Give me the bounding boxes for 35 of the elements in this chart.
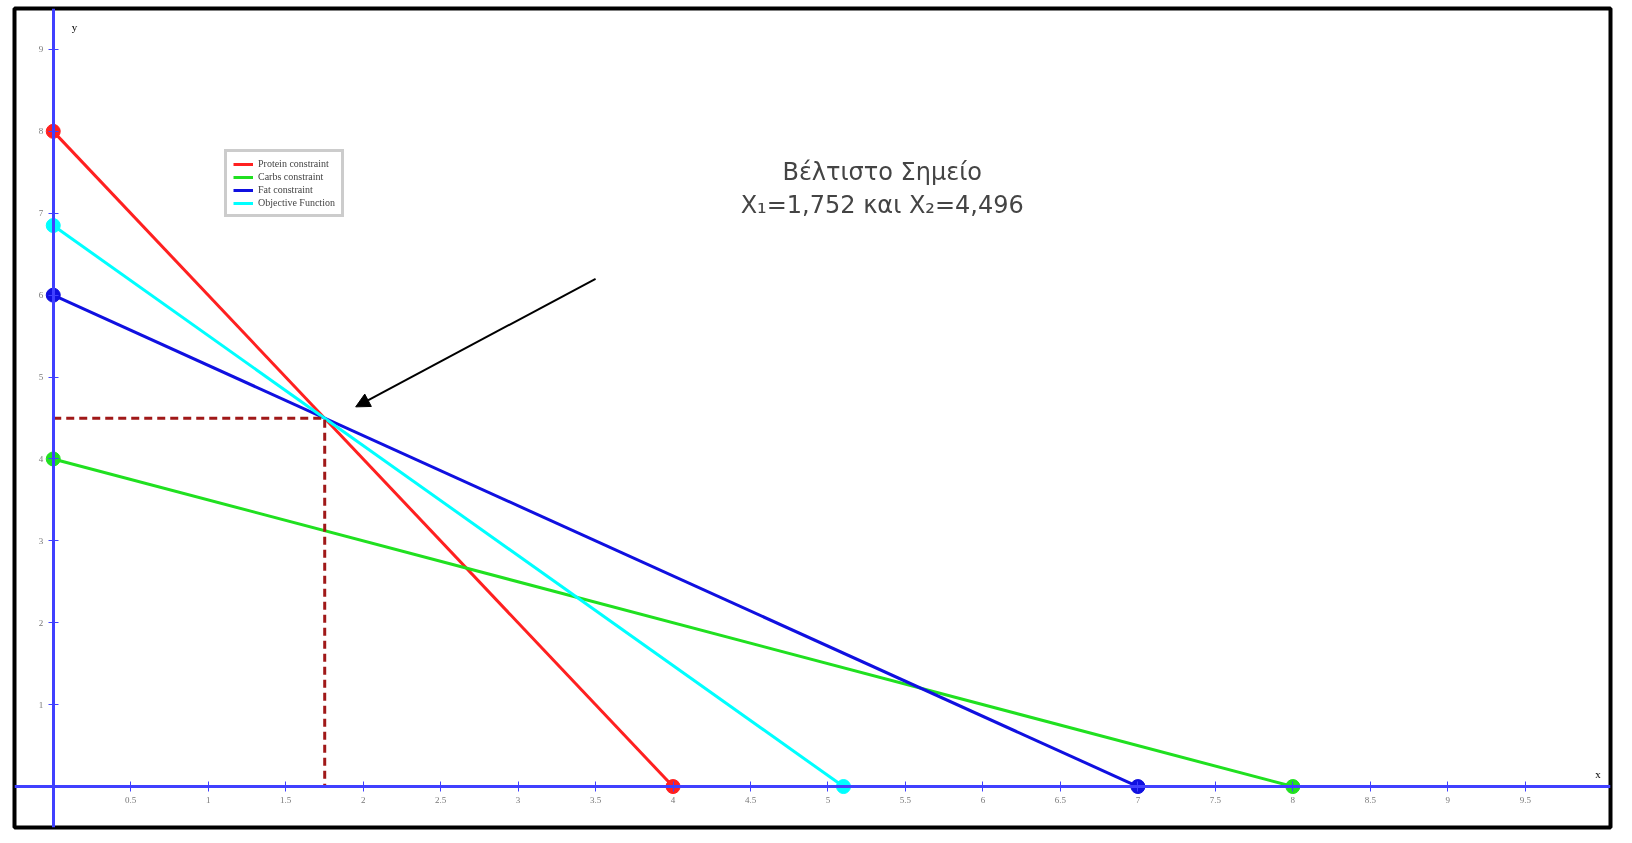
x-tick-label: 8	[1290, 794, 1296, 805]
x-tick-label: 9.5	[1519, 794, 1532, 805]
legend-label: Protein constraint	[258, 158, 329, 169]
x-tick-label: 3.5	[589, 794, 602, 805]
x-tick-label: 8.5	[1364, 794, 1377, 805]
x-tick-label: 0.5	[125, 794, 137, 805]
x-tick-label: 3	[515, 794, 521, 805]
y-tick-label: 4	[38, 453, 44, 464]
x-tick-label: 7.5	[1209, 794, 1222, 805]
annotation: Βέλτιστο Σημείο X₁=1,752 και X₂=4,496	[740, 157, 1024, 220]
y-tick-label: 7	[38, 208, 44, 219]
y-tick-label: 9	[38, 44, 44, 55]
x-axis-title: x	[1595, 768, 1602, 780]
x-tick-label: 2	[360, 794, 366, 805]
x-tick-label: 9	[1445, 794, 1451, 805]
x-tick-label: 4.5	[744, 794, 757, 805]
x-tick-label: 5	[825, 794, 831, 805]
y-tick-label: 1	[38, 699, 44, 710]
x-tick-label: 5.5	[899, 794, 912, 805]
x-tick-label: 1.5	[280, 794, 292, 805]
x-tick-label: 6.5	[1054, 794, 1067, 805]
y-axis-title: y	[71, 21, 78, 34]
x-tick-label: 1	[205, 794, 211, 805]
y-tick-label: 3	[38, 535, 44, 546]
y-tick-label: 8	[38, 126, 44, 137]
x-tick-label: 7	[1135, 794, 1141, 805]
y-tick-label: 2	[38, 617, 44, 628]
x-tick-label: 6	[980, 794, 986, 805]
y-tick-label: 6	[38, 290, 44, 301]
y-tick-label: 5	[38, 372, 44, 383]
x-tick-label: 4	[670, 794, 676, 805]
legend-label: Fat constraint	[258, 184, 313, 195]
legend-label: Objective Function	[258, 197, 335, 208]
x-tick-label: 2.5	[434, 794, 447, 805]
legend-label: Carbs constraint	[258, 171, 324, 182]
